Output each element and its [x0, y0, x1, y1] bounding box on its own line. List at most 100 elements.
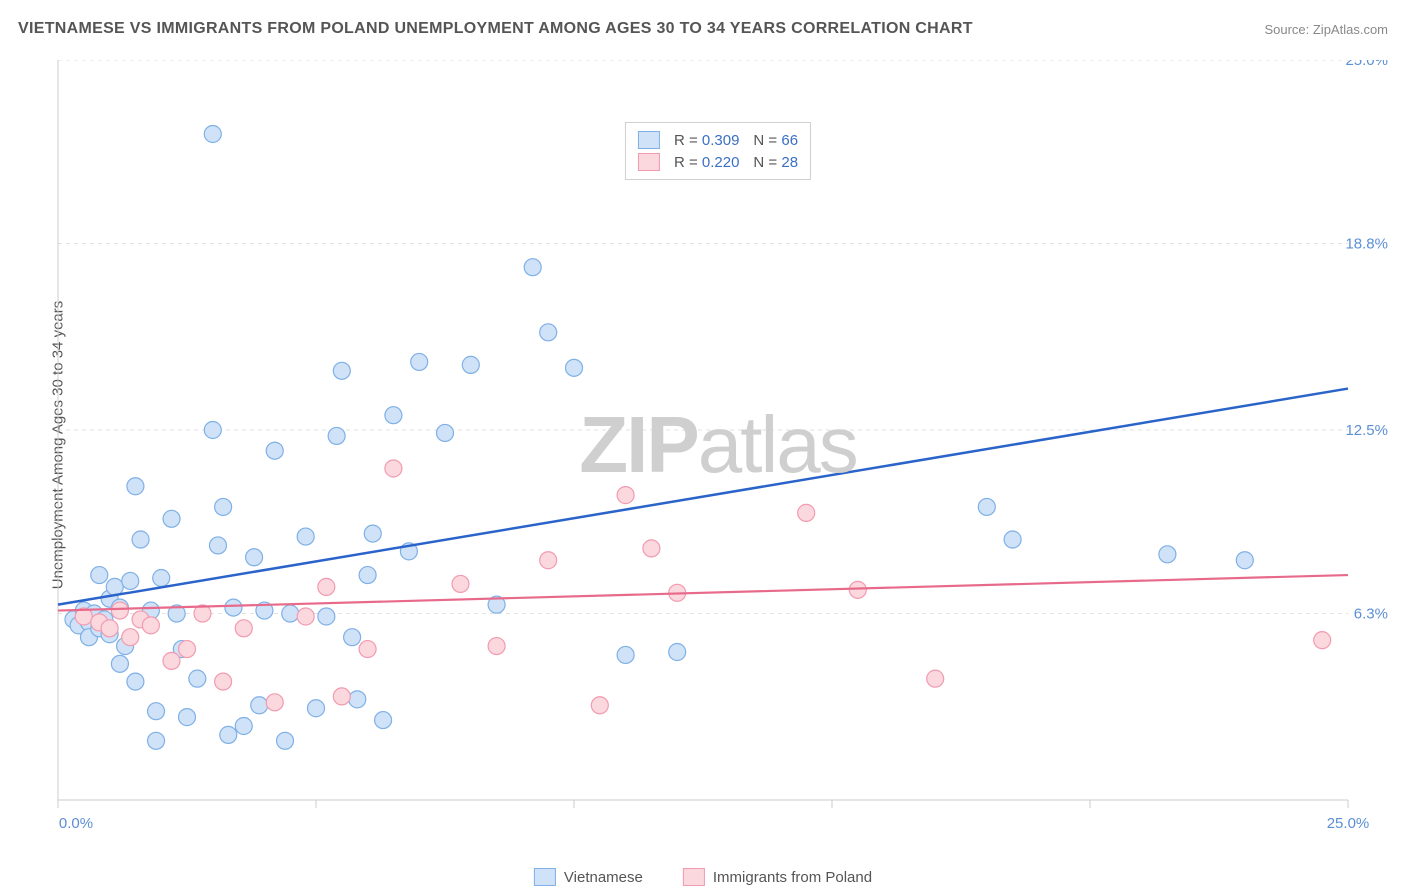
data-point: [111, 655, 128, 672]
data-point: [122, 629, 139, 646]
data-point: [540, 552, 557, 569]
data-point: [333, 362, 350, 379]
data-point: [179, 641, 196, 658]
data-point: [927, 670, 944, 687]
data-point: [375, 712, 392, 729]
data-point: [142, 617, 159, 634]
legend-label: Immigrants from Poland: [713, 869, 872, 886]
data-point: [266, 694, 283, 711]
data-point: [163, 510, 180, 527]
data-point: [849, 581, 866, 598]
legend-swatch: [638, 131, 660, 149]
data-point: [524, 259, 541, 276]
data-point: [251, 697, 268, 714]
data-point: [148, 703, 165, 720]
data-point: [101, 620, 118, 637]
data-point: [122, 572, 139, 589]
data-point: [209, 537, 226, 554]
data-point: [266, 442, 283, 459]
data-point: [318, 578, 335, 595]
data-point: [452, 575, 469, 592]
data-point: [978, 498, 995, 515]
data-point: [1314, 632, 1331, 649]
legend-row: R = 0.220 N = 28: [638, 151, 798, 173]
data-point: [385, 460, 402, 477]
data-point: [359, 567, 376, 584]
data-point: [132, 531, 149, 548]
data-point: [215, 673, 232, 690]
data-point: [308, 700, 325, 717]
data-point: [540, 324, 557, 341]
data-point: [235, 620, 252, 637]
data-point: [318, 608, 335, 625]
data-point: [344, 629, 361, 646]
data-point: [462, 356, 479, 373]
data-point: [1236, 552, 1253, 569]
data-point: [282, 605, 299, 622]
y-tick-label: 6.3%: [1354, 606, 1388, 623]
legend-r-value: 0.309: [702, 132, 740, 149]
data-point: [215, 498, 232, 515]
data-point: [617, 487, 634, 504]
data-point: [127, 478, 144, 495]
data-point: [246, 549, 263, 566]
data-point: [643, 540, 660, 557]
legend-n-value: 66: [781, 132, 798, 149]
data-point: [328, 427, 345, 444]
legend-item: Vietnamese: [534, 868, 643, 886]
data-point: [411, 353, 428, 370]
data-point: [189, 670, 206, 687]
chart-title: VIETNAMESE VS IMMIGRANTS FROM POLAND UNE…: [18, 20, 973, 38]
legend-swatch: [683, 868, 705, 886]
legend-row: R = 0.309 N = 66: [638, 129, 798, 151]
legend-n-value: 28: [781, 154, 798, 171]
data-point: [204, 126, 221, 143]
data-point: [349, 691, 366, 708]
legend-n-label: N = 28: [753, 154, 798, 171]
data-point: [798, 504, 815, 521]
data-point: [106, 578, 123, 595]
data-point: [220, 726, 237, 743]
data-point: [277, 732, 294, 749]
data-point: [333, 688, 350, 705]
legend-n-label: N = 66: [753, 132, 798, 149]
y-tick-label: 12.5%: [1345, 422, 1388, 439]
data-point: [235, 718, 252, 735]
data-point: [297, 608, 314, 625]
data-point: [566, 359, 583, 376]
data-point: [127, 673, 144, 690]
data-point: [591, 697, 608, 714]
data-point: [385, 407, 402, 424]
series-legend: Vietnamese Immigrants from Poland: [534, 868, 872, 886]
data-point: [1159, 546, 1176, 563]
data-point: [225, 599, 242, 616]
data-point: [488, 638, 505, 655]
data-point: [153, 570, 170, 587]
data-point: [204, 422, 221, 439]
chart-source: Source: ZipAtlas.com: [1264, 22, 1388, 37]
data-point: [669, 644, 686, 661]
x-tick-label: 0.0%: [59, 815, 93, 830]
chart-header: VIETNAMESE VS IMMIGRANTS FROM POLAND UNE…: [18, 20, 1388, 38]
data-point: [359, 641, 376, 658]
regression-line: [58, 575, 1348, 611]
legend-r-label: R = 0.220: [674, 154, 739, 171]
y-tick-label: 25.0%: [1345, 60, 1388, 69]
data-point: [297, 528, 314, 545]
legend-swatch: [638, 153, 660, 171]
legend-swatch: [534, 868, 556, 886]
legend-r-value: 0.220: [702, 154, 740, 171]
correlation-legend: R = 0.309 N = 66 R = 0.220 N = 28: [625, 122, 811, 180]
data-point: [1004, 531, 1021, 548]
data-point: [163, 652, 180, 669]
legend-label: Vietnamese: [564, 869, 643, 886]
legend-item: Immigrants from Poland: [683, 868, 872, 886]
x-tick-label: 25.0%: [1327, 815, 1370, 830]
data-point: [437, 424, 454, 441]
regression-line: [58, 389, 1348, 605]
data-point: [111, 602, 128, 619]
legend-r-label: R = 0.309: [674, 132, 739, 149]
data-point: [179, 709, 196, 726]
data-point: [364, 525, 381, 542]
chart-area: Unemployment Among Ages 30 to 34 years 6…: [48, 60, 1388, 830]
